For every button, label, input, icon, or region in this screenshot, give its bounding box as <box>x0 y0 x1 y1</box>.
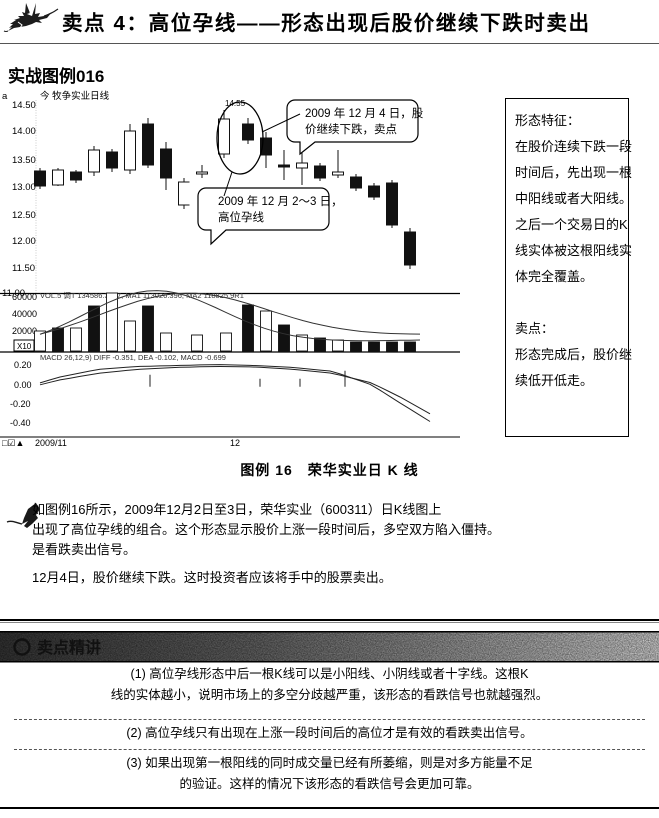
svg-text:2009 年 12 月 2～3 日，: 2009 年 12 月 2～3 日， <box>218 194 343 208</box>
svg-text:40000: 40000 <box>12 309 37 319</box>
svg-text:卖点精讲: 卖点精讲 <box>37 638 101 657</box>
svg-text:12.50: 12.50 <box>12 210 36 221</box>
svg-text:X10: X10 <box>17 342 32 351</box>
svg-text:□☑▲: □☑▲ <box>2 438 24 448</box>
svg-text:13.50: 13.50 <box>12 155 36 166</box>
svg-text:今 牧争实业日线: 今 牧争实业日线 <box>40 90 110 102</box>
svg-text:0.20: 0.20 <box>14 360 32 370</box>
svg-text:12.00: 12.00 <box>12 236 36 247</box>
svg-text:14.55: 14.55 <box>225 99 246 108</box>
svg-text:2009 年 12 月 4 日，股: 2009 年 12 月 4 日，股 <box>305 106 424 120</box>
svg-text:2009/11: 2009/11 <box>35 438 67 448</box>
svg-text:a: a <box>2 91 8 102</box>
svg-text:价继续下跌，卖点: 价继续下跌，卖点 <box>305 122 397 136</box>
svg-text:-0.40: -0.40 <box>10 418 31 428</box>
svg-text:-0.20: -0.20 <box>10 399 31 409</box>
svg-text:MACD 26,12,9) DIFF -0.351, DEA: MACD 26,12,9) DIFF -0.351, DEA -0.102, M… <box>40 353 226 362</box>
svg-text:0.00: 0.00 <box>14 380 32 390</box>
svg-text:60000: 60000 <box>12 292 37 302</box>
svg-text:11.50: 11.50 <box>12 263 35 274</box>
svg-text:高位孕线: 高位孕线 <box>218 210 264 224</box>
svg-text:14.50: 14.50 <box>12 100 36 111</box>
svg-text:12: 12 <box>230 438 240 448</box>
svg-text:20000: 20000 <box>12 326 37 336</box>
svg-text:13.00: 13.00 <box>12 182 36 193</box>
svg-text:14.00: 14.00 <box>12 126 36 137</box>
